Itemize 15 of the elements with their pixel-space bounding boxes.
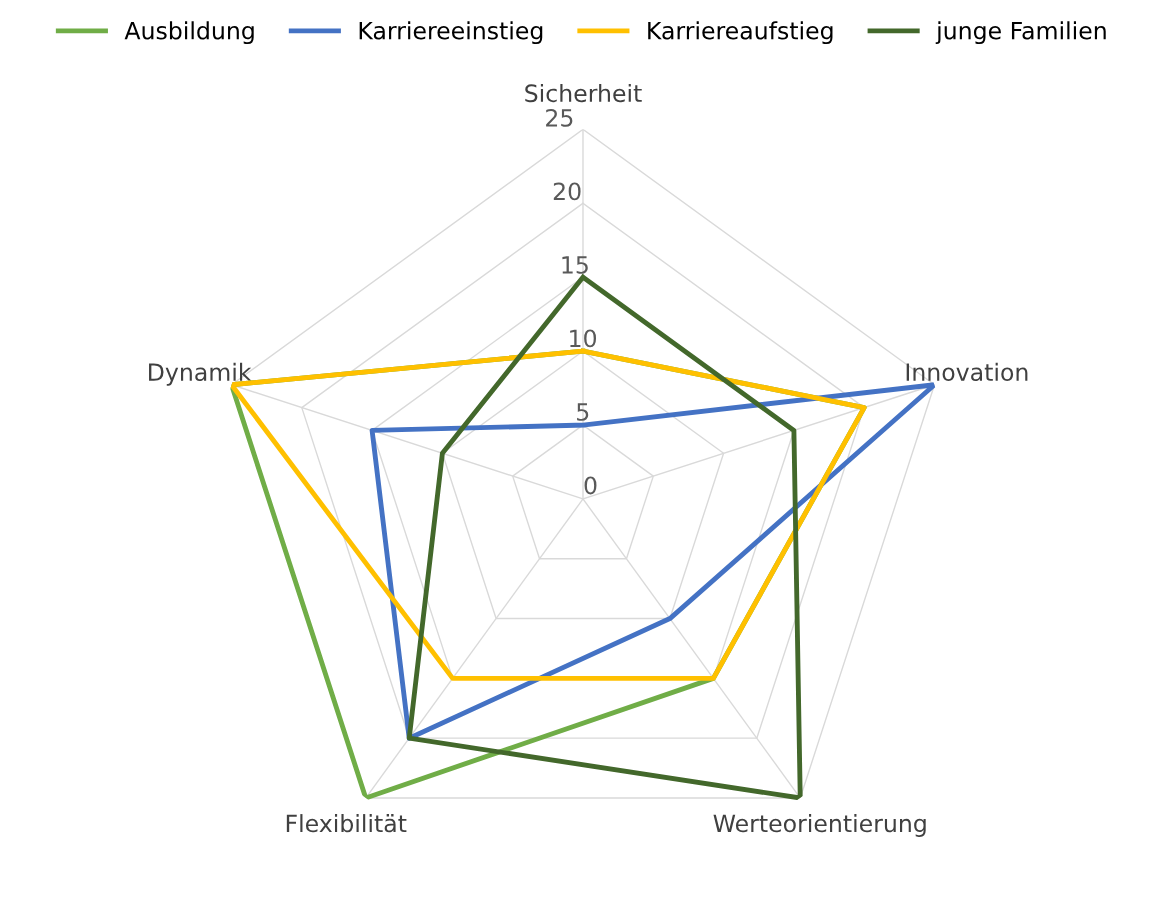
y-tick-label: 0 [584, 476, 597, 495]
legend-label: junge Familien [935, 21, 1106, 45]
spoke-label: Werteorientierung [713, 814, 926, 837]
y-tick-label: 10 [570, 329, 597, 348]
spoke-label: Sicherheit [525, 83, 642, 103]
legend-label: Karriereeinstieg [359, 21, 543, 45]
y-tick-label: 20 [553, 182, 581, 201]
spoke-label: Innovation [906, 362, 1028, 382]
y-tick-label: 15 [562, 256, 588, 274]
y-tick-label: 5 [577, 403, 589, 421]
legend-label: Ausbildung [124, 21, 254, 45]
spoke-label: Flexibilität [286, 814, 407, 833]
legend-label: Karriereaufstieg [648, 21, 833, 45]
y-tick-label: 25 [546, 108, 573, 127]
spoke-label: Dynamik [149, 362, 252, 386]
